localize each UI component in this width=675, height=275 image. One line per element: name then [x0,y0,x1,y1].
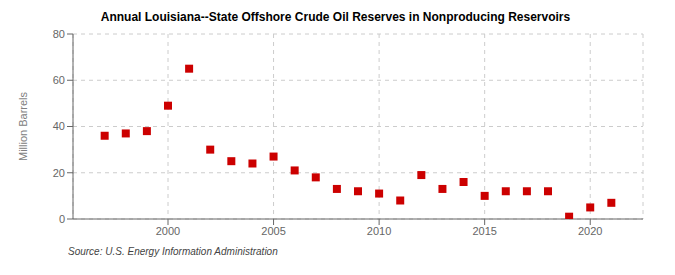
svg-text:2005: 2005 [261,225,285,237]
svg-text:Million Barrels: Million Barrels [17,91,29,161]
svg-text:2020: 2020 [578,225,602,237]
svg-text:40: 40 [53,120,65,132]
svg-text:2010: 2010 [367,225,391,237]
svg-text:2015: 2015 [472,225,496,237]
svg-text:80: 80 [53,28,65,40]
svg-text:2000: 2000 [156,225,180,237]
svg-text:60: 60 [53,74,65,86]
html-text:Annual Louisiana--State Offsho: Annual Louisiana--State Offshore Crude O… [100,10,571,24]
svg-text:20: 20 [53,167,65,179]
svg-text:0: 0 [59,213,65,225]
html-text:Source: U.S. Energy Informatio: Source: U.S. Energy Information Administ… [68,246,278,257]
